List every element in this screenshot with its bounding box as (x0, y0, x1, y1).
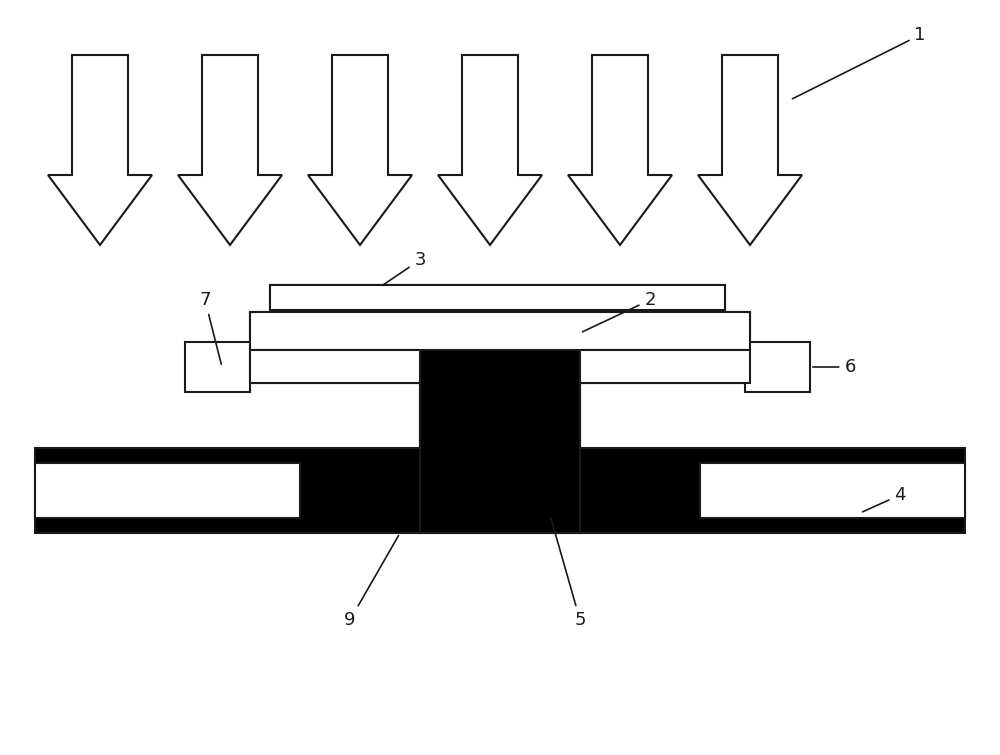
Bar (250, 350, 420, 383)
Text: 3: 3 (382, 251, 426, 285)
Text: 2: 2 (583, 291, 656, 331)
Bar (580, 350, 750, 383)
Text: 4: 4 (863, 486, 906, 512)
Text: 9: 9 (344, 535, 399, 629)
Bar (270, 285, 725, 310)
Bar (420, 315, 580, 533)
Polygon shape (568, 55, 672, 245)
Text: 6: 6 (813, 358, 856, 376)
Polygon shape (178, 55, 282, 245)
Polygon shape (698, 55, 802, 245)
Text: 5: 5 (551, 518, 586, 629)
Bar (250, 312, 750, 350)
Bar (270, 285, 725, 310)
Polygon shape (308, 55, 412, 245)
Bar (420, 350, 580, 483)
Polygon shape (438, 55, 542, 245)
Bar (580, 350, 750, 383)
Bar (700, 463, 965, 518)
Bar (250, 350, 420, 383)
Bar (35, 448, 965, 533)
Polygon shape (48, 55, 152, 245)
Text: 7: 7 (199, 291, 221, 365)
Bar (420, 315, 580, 533)
Text: 1: 1 (792, 26, 926, 99)
Bar (745, 342, 810, 392)
Bar (250, 312, 750, 350)
Bar (185, 342, 250, 392)
Bar (35, 463, 300, 518)
